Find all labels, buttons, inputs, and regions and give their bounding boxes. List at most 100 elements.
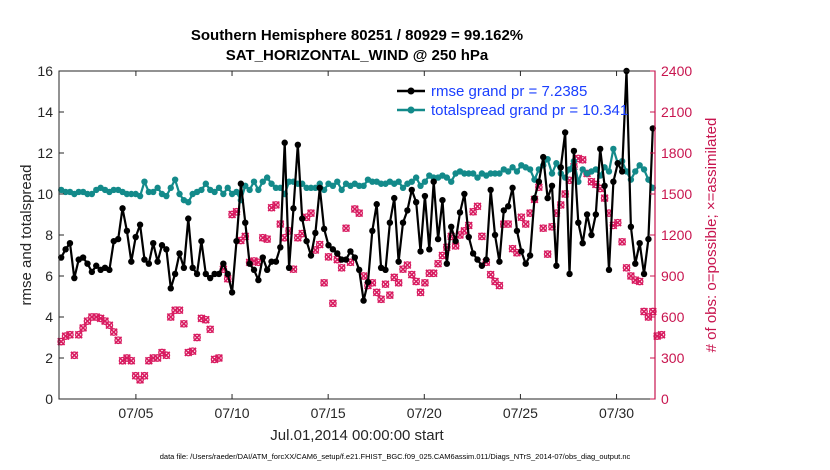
rmse-point <box>399 219 407 226</box>
rmse-point <box>504 203 512 210</box>
spread-point <box>610 145 617 153</box>
obs-assimilated-marker <box>328 299 337 308</box>
obs-possible-marker <box>521 220 530 228</box>
spread-point <box>399 184 407 192</box>
left-tick-label: 16 <box>37 63 53 79</box>
obs-assimilated-marker <box>486 270 495 279</box>
obs-possible-marker <box>399 265 407 274</box>
obs-possible-marker <box>543 250 552 258</box>
obs-assimilated-marker <box>184 348 193 357</box>
obs-possible-marker <box>88 313 96 321</box>
x-axis: 07/05 07/10 07/15 07/20 07/25 07/30 <box>118 71 634 421</box>
rmse-point <box>167 285 174 292</box>
rmse-point <box>426 246 433 253</box>
obs-possible-marker <box>377 295 385 304</box>
obs-assimilated-marker <box>162 351 171 360</box>
obs-assimilated-marker <box>258 233 267 242</box>
spread-point <box>150 188 157 196</box>
obs-possible-marker <box>272 201 280 209</box>
obs-possible-marker <box>241 232 250 241</box>
obs-assimilated-marker <box>144 356 153 365</box>
spread-point <box>605 168 613 175</box>
spread-series <box>57 145 657 206</box>
rmse-point <box>544 194 551 202</box>
x-tick-label: 07/10 <box>215 405 250 421</box>
obs-assimilated-marker <box>158 348 166 357</box>
spread-point <box>579 166 586 173</box>
rmse-point <box>215 270 223 278</box>
right-tick-label: 1200 <box>661 227 692 243</box>
obs-assimilated-marker <box>355 209 364 218</box>
rmse-point <box>307 252 315 259</box>
obs-assimilated-marker <box>587 177 596 186</box>
rmse-point <box>601 182 608 189</box>
rmse-point <box>548 182 556 189</box>
rmse-point <box>645 235 652 243</box>
obs-assimilated-marker <box>122 354 131 362</box>
rmse-point <box>509 184 516 192</box>
obs-assimilated-marker <box>179 319 188 328</box>
obs-assimilated-marker <box>403 261 412 270</box>
rmse-point <box>561 129 569 136</box>
obs-possible-marker <box>591 180 600 189</box>
obs-assimilated-marker <box>377 295 386 304</box>
right-tick-label: 0 <box>661 391 669 407</box>
rmse-point <box>474 256 481 263</box>
spread-point <box>448 178 455 185</box>
obs-possible-marker <box>329 299 337 308</box>
rmse-point <box>618 168 626 175</box>
rmse-point <box>294 141 302 148</box>
obs-possible-marker <box>293 233 302 242</box>
spread-point <box>202 180 210 187</box>
obs-possible-marker <box>421 278 429 287</box>
rmse-point <box>338 256 345 263</box>
spread-point <box>215 184 223 192</box>
obs-assimilated-marker <box>622 263 631 272</box>
obs-assimilated-marker <box>175 306 184 315</box>
rmse-point <box>570 147 578 155</box>
obs-possible-marker <box>162 351 171 360</box>
spread-point <box>272 184 280 192</box>
rmse-point <box>448 223 455 230</box>
rmse-point <box>123 227 131 235</box>
spread-point <box>233 188 240 196</box>
rmse-point <box>303 237 310 245</box>
obs-possible-marker <box>57 337 66 346</box>
obs-assimilated-marker <box>429 269 438 278</box>
rmse-point <box>452 237 459 245</box>
obs-possible-marker <box>394 278 403 287</box>
obs-assimilated-marker <box>263 235 272 244</box>
spread-point <box>421 178 429 185</box>
spread-point <box>640 166 648 173</box>
obs-possible-marker <box>127 356 136 365</box>
rmse-point <box>404 207 411 214</box>
rmse-point <box>588 231 595 239</box>
obs-possible-marker <box>153 354 162 362</box>
right-tick-label: 600 <box>661 309 685 325</box>
obs-assimilated-marker <box>214 354 223 362</box>
obs-assimilated-marker <box>74 330 83 339</box>
rmse-point <box>329 246 337 253</box>
obs-possible-marker <box>101 317 109 325</box>
spread-point <box>312 184 319 192</box>
obs-possible-marker <box>193 333 201 342</box>
legend: rmse grand pr = 7.2385 totalspread grand… <box>397 83 628 119</box>
rmse-point <box>627 223 635 230</box>
obs-assimilated-marker <box>521 220 530 229</box>
left-tick-label: 6 <box>45 268 53 284</box>
rmse-point <box>369 227 376 235</box>
rmse-point <box>605 266 613 274</box>
obs-possible-marker <box>425 269 434 278</box>
obs-assimilated-marker <box>201 315 210 324</box>
obs-assimilated-marker <box>495 281 504 290</box>
rmse-point <box>461 190 468 198</box>
rmse-point <box>106 266 113 274</box>
right-tick-label: 2100 <box>661 104 692 120</box>
obs-assimilated-marker <box>543 250 552 259</box>
spread-point <box>211 188 218 196</box>
spread-point <box>487 170 494 177</box>
rmse-point <box>141 256 148 263</box>
obs-assimilated-marker <box>613 218 622 227</box>
obs-possible-marker <box>149 354 158 362</box>
rmse-point <box>206 274 214 282</box>
